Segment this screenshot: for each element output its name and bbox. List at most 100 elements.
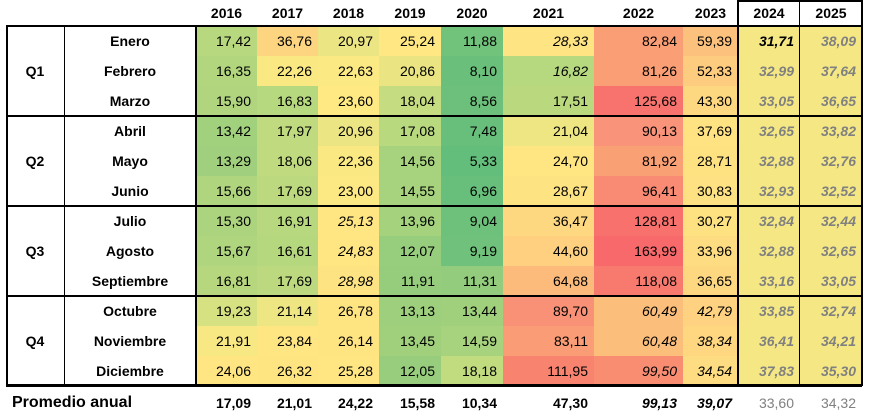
value-cell: 44,60: [503, 236, 594, 266]
value-cell: 90,13: [594, 116, 683, 146]
value-cell: 23,60: [318, 86, 379, 116]
quarter-separator: [6, 115, 862, 117]
value-cell: 12,07: [379, 236, 441, 266]
year-header: 2022: [622, 5, 655, 21]
quarter-label: Q3: [25, 243, 45, 259]
value-cell: 37,69: [683, 116, 738, 146]
value-cell: 14,55: [379, 176, 441, 206]
value-cell: 32,88: [738, 146, 800, 176]
quarter-label: Q4: [25, 333, 45, 349]
value-cell: 118,08: [594, 266, 683, 296]
value-cell: 33,82: [800, 116, 862, 146]
value-cell: 15,30: [196, 206, 257, 236]
value-cell: 28,71: [683, 146, 738, 176]
value-cell: 32,65: [738, 116, 800, 146]
month-label: Mayo: [112, 153, 148, 169]
value-cell: 14,56: [379, 146, 441, 176]
value-cell: 32,65: [800, 236, 862, 266]
quarter-label: Q2: [25, 153, 45, 169]
year-header: 2025: [815, 5, 847, 21]
month-label: Noviembre: [93, 333, 167, 349]
month-label: Diciembre: [96, 363, 164, 379]
annual-average-value: 21,01: [276, 394, 312, 411]
value-cell: 5,33: [441, 146, 503, 176]
value-cell: 15,90: [196, 86, 257, 116]
quarter-separator: [6, 295, 862, 297]
value-cell: 15,66: [196, 176, 257, 206]
value-cell: 33,16: [738, 266, 800, 296]
month-label: Abril: [114, 123, 146, 139]
value-cell: 60,48: [594, 326, 683, 356]
value-cell: 36,41: [738, 326, 800, 356]
month-label: Enero: [110, 33, 150, 49]
value-cell: 32,52: [800, 176, 862, 206]
month-label: Octubre: [103, 303, 157, 319]
value-cell: 34,21: [800, 326, 862, 356]
value-cell: 25,13: [318, 206, 379, 236]
year-header: 2023: [694, 5, 727, 21]
month-label: Agosto: [105, 243, 155, 259]
value-cell: 33,05: [738, 86, 800, 116]
value-cell: 23,84: [257, 326, 318, 356]
value-cell: 59,39: [683, 26, 738, 56]
value-cell: 64,68: [503, 266, 594, 296]
value-cell: 26,78: [318, 296, 379, 326]
value-cell: 30,83: [683, 176, 738, 206]
value-cell: 9,19: [441, 236, 503, 266]
value-cell: 11,31: [441, 266, 503, 296]
value-cell: 24,06: [196, 356, 257, 386]
value-cell: 18,18: [441, 356, 503, 386]
value-cell: 16,61: [257, 236, 318, 266]
value-cell: 6,96: [441, 176, 503, 206]
annual-average-value: 10,34: [461, 394, 497, 411]
value-cell: 128,81: [594, 206, 683, 236]
annual-average-value: 15,58: [399, 394, 435, 411]
value-cell: 26,32: [257, 356, 318, 386]
annual-average-value: 39,07: [696, 394, 732, 411]
value-cell: 17,51: [503, 86, 594, 116]
value-cell: 60,49: [594, 296, 683, 326]
value-cell: 21,04: [503, 116, 594, 146]
value-cell: 25,28: [318, 356, 379, 386]
annual-average-value: 99,13: [641, 394, 677, 411]
value-cell: 9,04: [441, 206, 503, 236]
value-cell: 13,45: [379, 326, 441, 356]
value-cell: 8,56: [441, 86, 503, 116]
value-cell: 30,27: [683, 206, 738, 236]
forecast-border: [861, 0, 863, 386]
value-cell: 26,14: [318, 326, 379, 356]
value-cell: 7,48: [441, 116, 503, 146]
annual-average-value: 17,09: [215, 394, 251, 411]
value-cell: 28,67: [503, 176, 594, 206]
value-cell: 82,84: [594, 26, 683, 56]
value-cell: 35,30: [800, 356, 862, 386]
value-cell: 36,65: [800, 86, 862, 116]
month-label: Marzo: [109, 93, 151, 109]
value-cell: 43,30: [683, 86, 738, 116]
value-cell: 12,05: [379, 356, 441, 386]
value-cell: 21,14: [257, 296, 318, 326]
value-cell: 163,99: [594, 236, 683, 266]
value-cell: 23,00: [318, 176, 379, 206]
value-cell: 99,50: [594, 356, 683, 386]
value-cell: 22,63: [318, 56, 379, 86]
value-cell: 32,84: [738, 206, 800, 236]
quarter-separator: [6, 25, 862, 27]
value-cell: 32,44: [800, 206, 862, 236]
value-cell: 16,81: [196, 266, 257, 296]
value-cell: 81,26: [594, 56, 683, 86]
quarter-label: Q1: [25, 63, 45, 79]
annual-average-value: 24,22: [337, 394, 373, 411]
value-cell: 13,29: [196, 146, 257, 176]
value-cell: 18,06: [257, 146, 318, 176]
year-header: 2019: [394, 5, 426, 21]
value-cell: 8,10: [441, 56, 503, 86]
value-cell: 20,97: [318, 26, 379, 56]
value-cell: 111,95: [503, 356, 594, 386]
value-cell: 32,99: [738, 56, 800, 86]
annual-average-value: 34,32: [820, 394, 856, 411]
value-cell: 42,79: [683, 296, 738, 326]
year-header: 2018: [332, 5, 365, 21]
value-cell: 16,83: [257, 86, 318, 116]
month-label: Septiembre: [91, 273, 169, 289]
